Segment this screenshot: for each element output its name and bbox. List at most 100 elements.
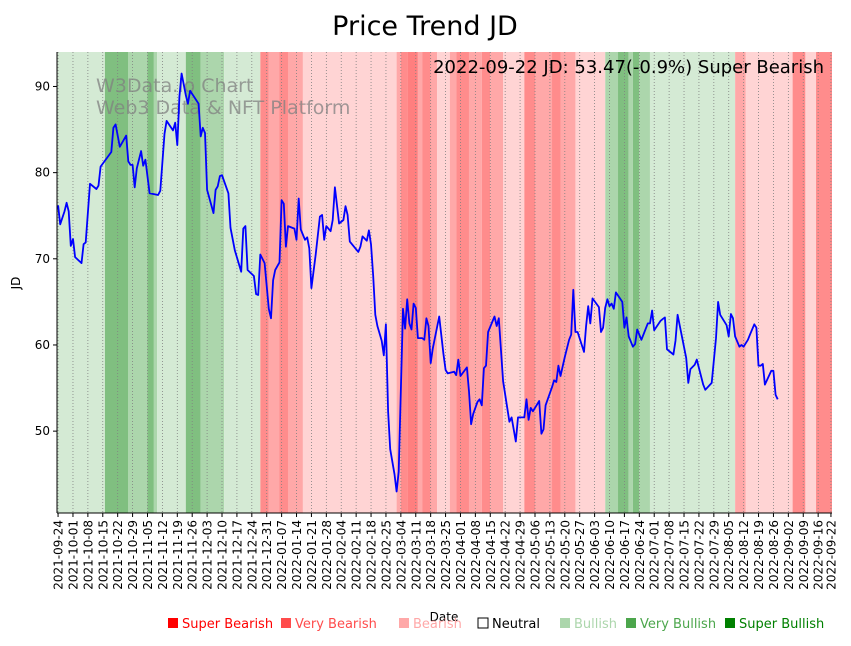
band-bearish-light [437,52,450,513]
x-tick-label: 2021-11-05 [141,520,155,590]
x-tick-label: 2021-09-24 [52,520,66,590]
x-tick-label: 2022-01-07 [275,520,289,590]
band-bearish [490,52,504,513]
x-tick-label: 2021-12-10 [216,520,230,590]
y-tick-label: 50 [35,424,50,438]
x-tick-label: 2022-07-22 [692,520,706,590]
y-tick-label: 90 [35,79,50,93]
band-very-bullish [618,52,629,513]
x-tick-label: 2021-12-31 [260,520,274,590]
legend: Super Bearish Very Bearish Bearish Neutral B… [168,617,824,632]
band-bearish-light [503,52,525,513]
band-bearish-light [745,52,793,513]
x-tick-label: 2022-05-20 [558,520,572,590]
x-tick-label: 2022-01-14 [290,520,304,590]
legend-label: Super Bullish [739,617,824,632]
y-ticks: 50 60 70 80 90 [35,79,57,438]
x-tick-label: 2022-05-27 [573,520,587,590]
x-tick-label: 2021-12-03 [201,520,215,590]
legend-label: Very Bullish [640,617,716,632]
x-tick-label: 2022-04-29 [514,520,528,590]
x-tick-label: 2022-02-11 [350,520,364,590]
sentiment-bands [57,52,832,513]
x-tick-label: 2022-01-28 [320,520,334,590]
y-tick-label: 60 [35,338,50,352]
x-tick-label: 2022-06-24 [633,520,647,590]
x-tick-label: 2022-06-17 [618,520,632,590]
band-bearish [449,52,457,513]
x-tick-label: 2021-10-08 [81,520,95,590]
band-very-bearish [481,52,491,513]
band-bearish [288,52,303,513]
x-tick-label: 2022-08-26 [767,520,781,590]
x-tick-label: 2022-07-15 [678,520,692,590]
x-tick-label: 2021-11-19 [171,520,185,590]
legend-swatch [560,618,570,628]
band-bearish [560,52,576,513]
x-tick-label: 2021-10-22 [111,520,125,590]
band-very-bullish [632,52,640,513]
band-bearish-light [575,52,606,513]
watermark-line-1: W3Data.io Chart [96,75,253,97]
x-tick-label: 2022-03-18 [424,520,438,590]
band-very-bearish [260,52,269,513]
x-tick-label: 2022-08-05 [722,520,736,590]
x-tick-label: 2022-05-06 [528,520,542,590]
y-axis-label: JD [9,277,23,291]
band-very-bearish [279,52,289,513]
x-tick-label: 2022-03-25 [439,520,453,590]
band-very-bullish [147,52,154,513]
x-tick-label: 2022-03-04 [394,520,408,590]
x-tick-label: 2022-08-12 [737,520,751,590]
x-tick-label: 2022-02-18 [365,520,379,590]
x-tick-label: 2022-02-04 [335,520,349,590]
x-tick-label: 2022-09-16 [812,520,826,590]
band-bullish [128,52,148,513]
x-tick-label: 2022-06-10 [603,520,617,590]
band-bearish [534,52,553,513]
x-axis-label: Date [430,610,459,624]
band-bearish-light [805,52,817,513]
band-bearish [268,52,280,513]
legend-swatch [477,617,489,629]
band-bullish [628,52,633,513]
x-tick-label: 2021-10-01 [66,520,80,590]
x-tick-label: 2022-04-08 [469,520,483,590]
x-tick-label: 2022-09-22 [824,520,838,590]
x-tick-label: 2022-06-03 [588,520,602,590]
chart-title: Price Trend JD [332,11,518,42]
x-tick-label: 2022-09-09 [797,520,811,590]
band-very-bearish [456,52,469,513]
y-tick-label: 80 [35,166,50,180]
watermark: W3Data.io Chart Web3 Data & NFT Platform [96,75,350,119]
band-very-bearish [792,52,806,513]
legend-swatch [626,618,636,628]
legend-label: Very Bearish [295,617,377,632]
band-bearish [396,52,401,513]
band-bullish-light [157,52,186,513]
band-bearish [417,52,423,513]
legend-swatch [725,618,735,628]
x-tick-label: 2022-07-01 [648,520,662,590]
band-bullish [153,52,158,513]
vertical-grid [57,52,832,513]
x-tick-label: 2022-04-22 [499,520,513,590]
latest-price-annotation: 2022-09-22 JD: 53.47(-0.9%) Super Bearis… [433,57,824,78]
band-bearish [468,52,482,513]
legend-label: Super Bearish [182,617,273,632]
x-tick-label: 2022-04-15 [484,520,498,590]
x-tick-label: 2022-01-21 [305,520,319,590]
price-line [57,72,779,493]
band-very-bullish [104,52,129,513]
band-bearish-light [302,52,397,513]
band-super-bearish [407,52,418,513]
legend-label: Bullish [574,617,617,632]
x-tick-label: 2022-09-02 [782,520,796,590]
x-tick-label: 2021-11-12 [156,520,170,590]
x-tick-label: 2021-12-17 [230,520,244,590]
x-tick-label: 2021-10-15 [96,520,110,590]
band-bullish [605,52,619,513]
y-tick-label: 70 [35,252,50,266]
x-tick-label: 2022-02-25 [379,520,393,590]
legend-swatch [281,618,291,628]
